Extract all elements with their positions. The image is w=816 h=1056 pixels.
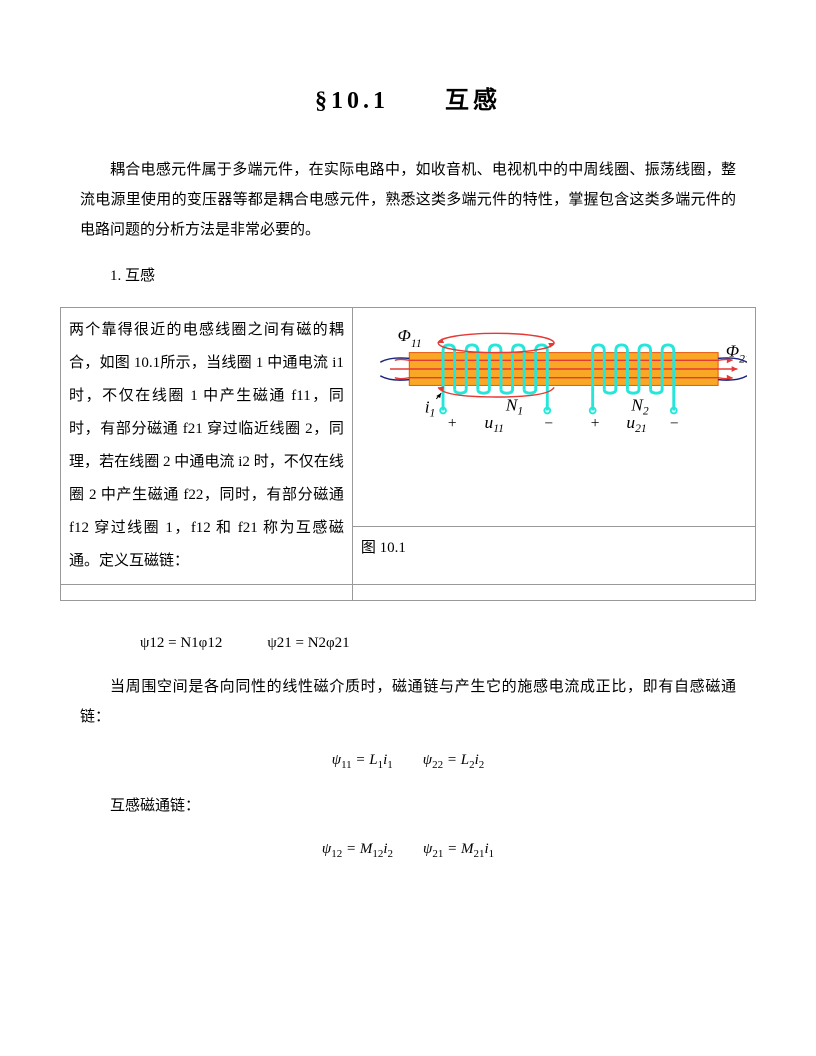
minus-1: − xyxy=(544,415,553,432)
paragraph-3: 互感磁通链： xyxy=(80,791,736,821)
i1-label: i1 xyxy=(425,397,436,419)
self-inductance-equation: ψ11 = L1i1 ψ22 = L2i2 xyxy=(80,752,736,771)
empty-cell-1 xyxy=(61,585,353,601)
figure-cell: Φ11 Φ21 i1 N1 N2 u11 u21 + − + − xyxy=(352,308,755,527)
phi11-label: Φ11 xyxy=(398,326,422,350)
n1-label: N1 xyxy=(505,396,523,418)
mutual-inductance-equation: ψ12 = M12i2 ψ21 = M21i1 xyxy=(80,841,736,860)
plus-1: + xyxy=(448,415,457,432)
intro-paragraph: 耦合电感元件属于多端元件，在实际电路中，如收音机、电视机中的中周线圈、振荡线圈，… xyxy=(80,155,736,245)
empty-cell-2 xyxy=(352,585,755,601)
plus-2: + xyxy=(591,415,600,432)
minus-2: − xyxy=(670,415,679,432)
u11-label: u11 xyxy=(484,413,503,435)
mutual-inductance-diagram: Φ11 Φ21 i1 N1 N2 u11 u21 + − + − xyxy=(361,314,747,459)
figure-caption: 图 10.1 xyxy=(352,527,755,585)
section-heading-1: 1. 互感 xyxy=(80,261,736,291)
figure-table: 两个靠得很近的电感线圈之间有磁的耦合，如图 10.1所示，当线圈 1 中通电流 … xyxy=(60,307,756,601)
table-text-cell: 两个靠得很近的电感线圈之间有磁的耦合，如图 10.1所示，当线圈 1 中通电流 … xyxy=(61,308,353,585)
psi-formula: ψ12 = N1φ12 ψ21 = N2φ21 xyxy=(80,631,736,652)
paragraph-2: 当周围空间是各向同性的线性磁介质时，磁通链与产生它的施感电流成正比，即有自感磁通… xyxy=(80,672,736,732)
page-title: §10.1 互感 xyxy=(80,80,736,115)
